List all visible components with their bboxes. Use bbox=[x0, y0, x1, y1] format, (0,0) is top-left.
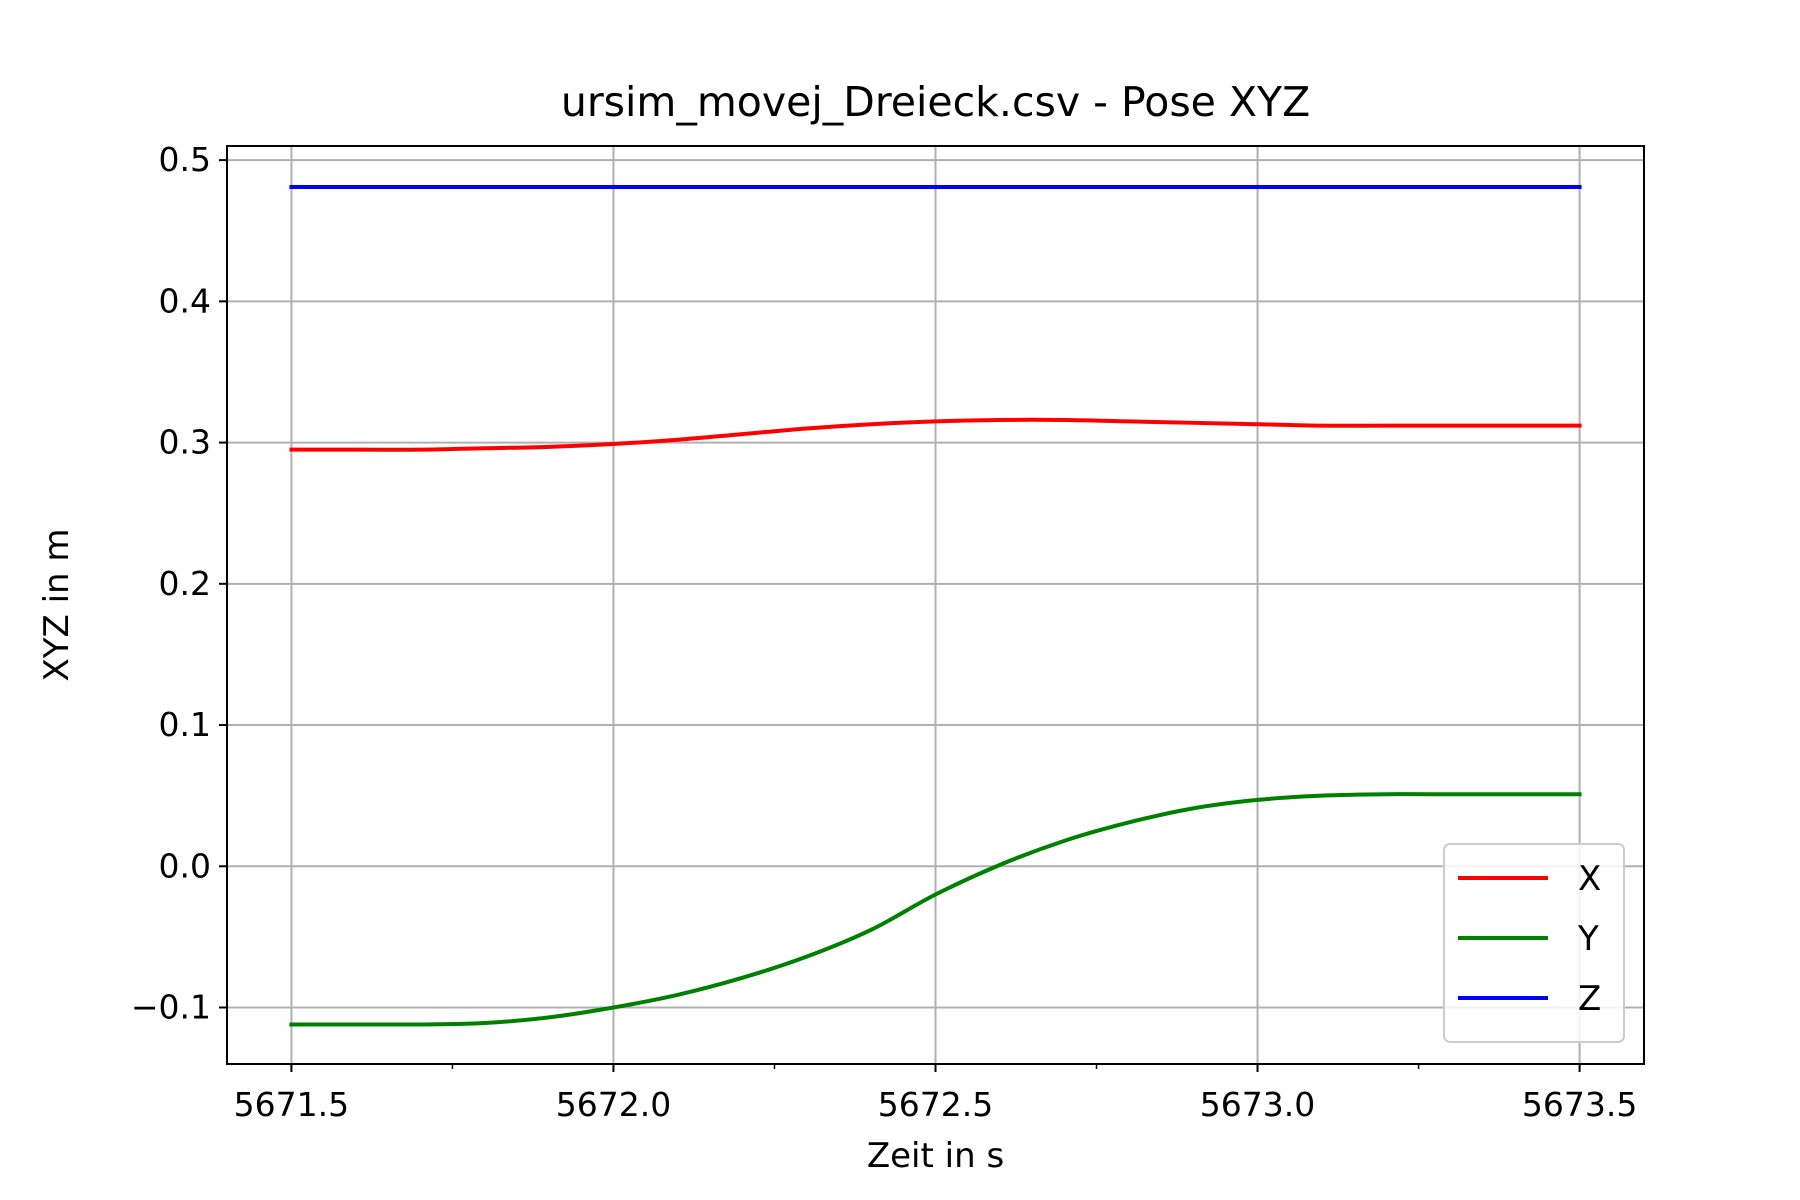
legend-label-y: Y bbox=[1577, 919, 1599, 959]
x-tick-label: 5672.5 bbox=[878, 1085, 993, 1124]
series-group bbox=[289, 184, 1582, 1027]
y-tick-label: 0.5 bbox=[159, 140, 211, 179]
legend-label-z: Z bbox=[1578, 979, 1601, 1019]
chart-title: ursim_movej_Dreieck.csv - Pose XYZ bbox=[561, 78, 1310, 126]
y-tick-label: 0.2 bbox=[159, 564, 211, 603]
x-tick-label: 5672.0 bbox=[556, 1085, 671, 1124]
x-tick-label: 5673.0 bbox=[1200, 1085, 1315, 1124]
y-tick-label: 0.0 bbox=[159, 846, 211, 885]
x-tick-label: 5673.5 bbox=[1522, 1085, 1637, 1124]
legend-label-x: X bbox=[1578, 859, 1601, 899]
legend: XYZ bbox=[1443, 843, 1625, 1043]
series-line-x bbox=[289, 417, 1582, 452]
y-tick-label: −0.1 bbox=[131, 988, 211, 1027]
grid bbox=[227, 146, 1644, 1064]
y-tick-label: 0.3 bbox=[159, 423, 211, 462]
legend-box bbox=[1443, 843, 1625, 1043]
series-line-y bbox=[289, 792, 1582, 1027]
x-axis-label: Zeit in s bbox=[867, 1136, 1004, 1176]
y-tick-label: 0.4 bbox=[159, 281, 211, 320]
ticks: 5671.5 5672.0 5672.5 5673.0 5673.5 −0.1 0.0 0.1… bbox=[131, 140, 1637, 1124]
x-tick-label: 5671.5 bbox=[234, 1085, 349, 1124]
y-tick-label: 0.1 bbox=[159, 705, 211, 744]
y-axis-label: XYZ in m bbox=[37, 528, 77, 681]
